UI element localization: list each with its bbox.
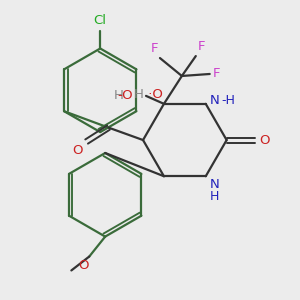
Text: F: F: [151, 42, 158, 55]
Text: O: O: [78, 260, 88, 272]
Text: H: H: [134, 88, 144, 101]
Text: F: F: [213, 68, 220, 80]
Text: -H: -H: [222, 94, 236, 107]
Text: N: N: [210, 94, 220, 107]
Text: Cl: Cl: [94, 14, 107, 27]
Text: N: N: [210, 178, 220, 191]
Text: ·O: ·O: [144, 88, 163, 101]
Text: H: H: [210, 190, 219, 203]
Text: -O: -O: [118, 89, 133, 102]
Text: O: O: [72, 143, 83, 157]
Text: O: O: [260, 134, 270, 146]
Text: F: F: [198, 40, 205, 53]
Text: H: H: [114, 89, 124, 102]
